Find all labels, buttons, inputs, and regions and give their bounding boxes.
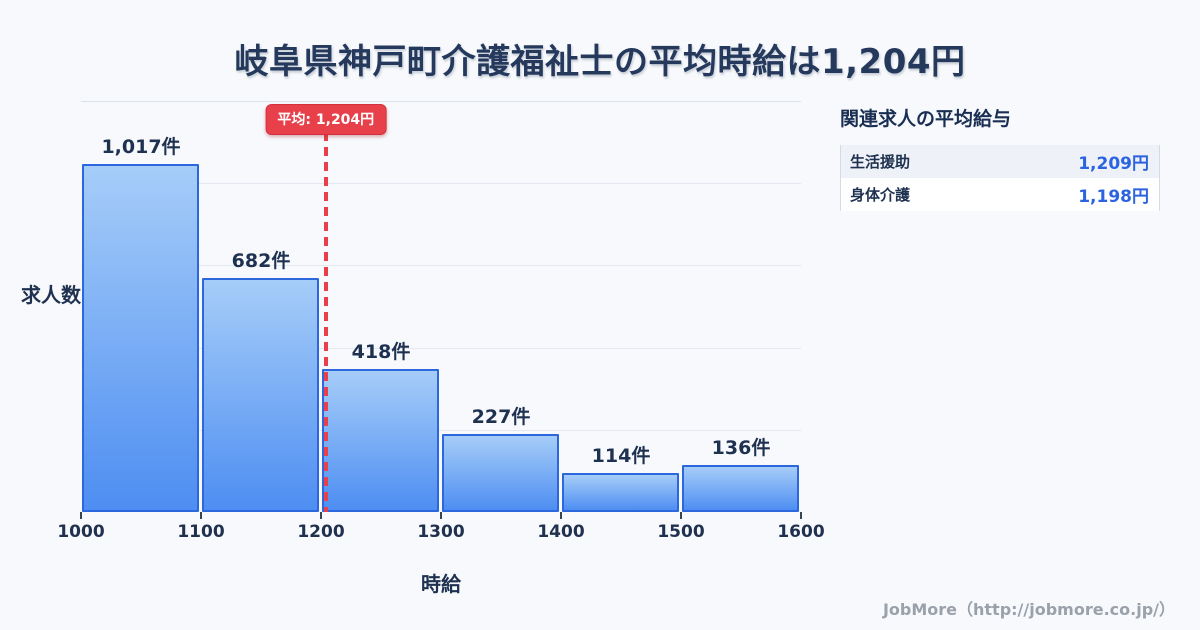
gridline	[81, 429, 801, 431]
average-value-badge: 平均: 1,204円	[265, 104, 387, 135]
x-axis-tick-label: 1000	[57, 522, 105, 542]
x-axis-tick-label: 1300	[417, 522, 465, 542]
bar-value-label: 1,017件	[101, 135, 181, 158]
x-axis-tick	[320, 512, 322, 519]
side-panel-title: 関連求人の平均給与	[840, 108, 1012, 130]
histogram-bar	[82, 163, 199, 512]
average-dashed-line	[323, 132, 328, 512]
x-axis-tick	[800, 512, 802, 519]
y-axis-label: 求人数	[21, 283, 81, 307]
site-credit: JobMore（http://jobmore.co.jp/）	[882, 600, 1175, 619]
histogram-plot-area: 1,017件 682件 418件 227件 114件 136件 1000 1100 1200 13…	[57, 101, 825, 542]
histogram-bar	[202, 278, 319, 512]
histogram-bar	[562, 473, 679, 512]
row-value: 1,198円	[1078, 187, 1149, 207]
histogram-bar	[682, 465, 799, 512]
row-label: 生活援助	[850, 153, 911, 171]
gridline	[81, 347, 801, 349]
bar-value-label: 136件	[711, 437, 771, 460]
x-axis-label: 時給	[421, 572, 461, 596]
bar-value-label: 418件	[351, 340, 411, 363]
x-axis-tick-label: 1200	[297, 522, 345, 542]
gridline	[81, 183, 801, 185]
related-jobs-table: 生活援助 1,209円 身体介護 1,198円	[840, 145, 1160, 211]
bar-value-label: 114件	[591, 445, 651, 467]
gridline	[81, 265, 801, 267]
x-axis-tick-label: 1600	[777, 522, 825, 542]
x-axis-tick	[560, 512, 562, 519]
page-title: 岐阜県神戸町介護福祉士の平均時給は1,204円	[234, 42, 966, 82]
bar-value-label: 682件	[231, 250, 291, 273]
x-axis-tick-label: 1100	[177, 522, 225, 542]
x-axis-tick	[680, 512, 682, 519]
table-row: 身体介護 1,198円	[841, 178, 1159, 211]
row-value: 1,209円	[1078, 154, 1149, 174]
x-axis-tick	[200, 512, 202, 519]
x-axis-tick-label: 1500	[657, 522, 705, 542]
x-axis-tick	[80, 512, 82, 519]
histogram-bar	[442, 434, 559, 512]
histogram-bar	[322, 368, 439, 512]
x-axis-tick	[440, 512, 442, 519]
table-row: 生活援助 1,209円	[841, 145, 1159, 178]
gridline	[81, 101, 801, 102]
bar-value-label: 227件	[471, 406, 531, 429]
row-label: 身体介護	[850, 186, 911, 204]
x-axis-tick-label: 1400	[537, 522, 585, 542]
